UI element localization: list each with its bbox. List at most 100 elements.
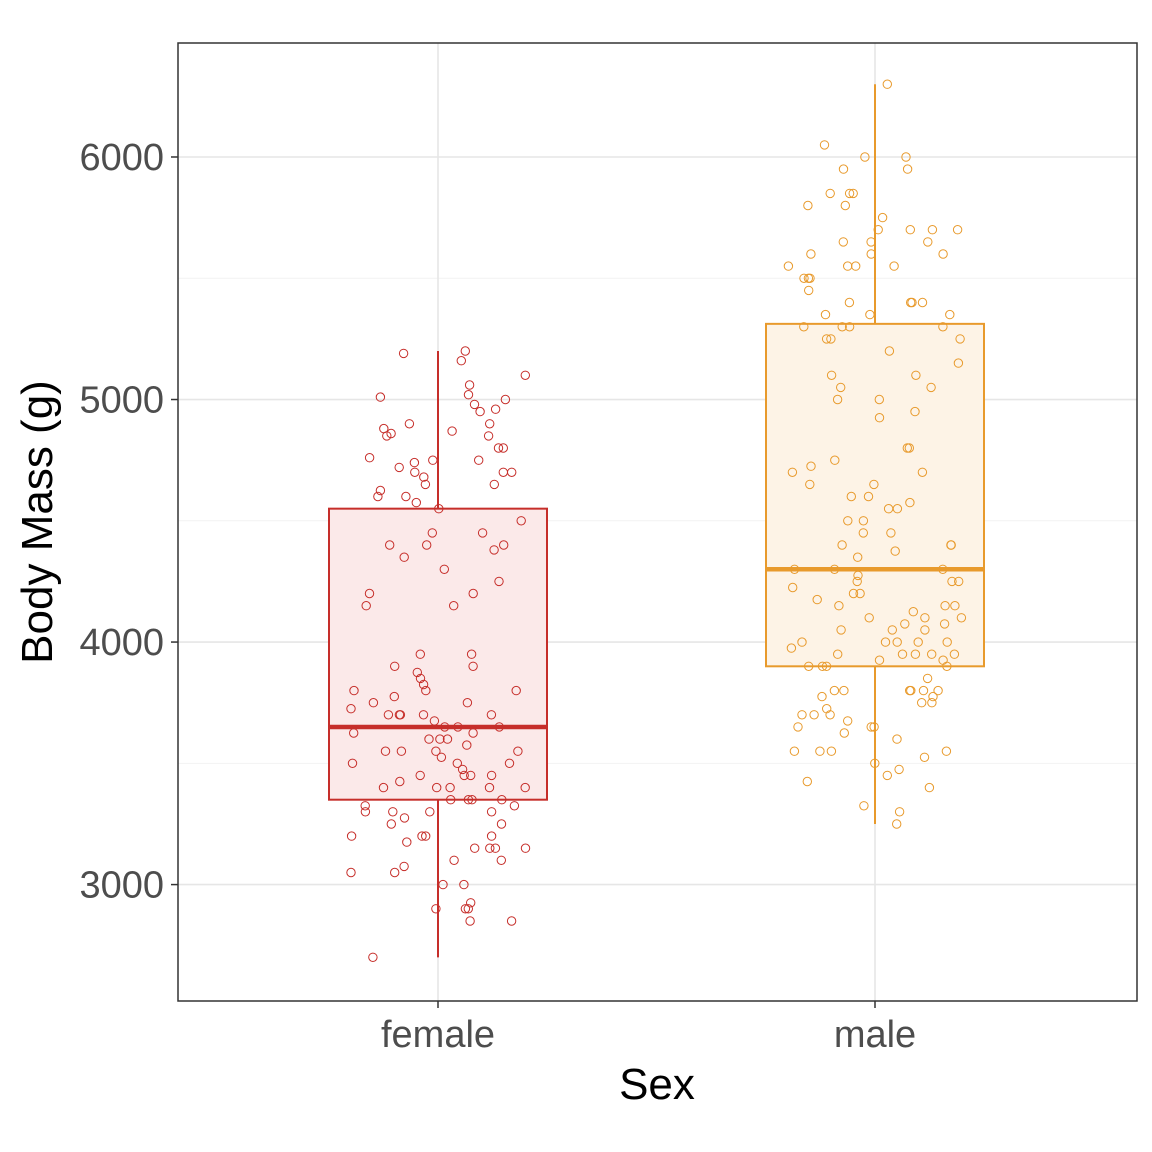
data-point-male <box>917 297 928 308</box>
data-point-male <box>946 540 956 550</box>
data-point-male <box>956 613 967 623</box>
data-point-male <box>941 746 952 756</box>
data-point-female <box>499 540 509 550</box>
data-point-male <box>874 413 885 423</box>
data-point-female <box>346 867 356 878</box>
data-point-female <box>436 752 447 762</box>
data-point-male <box>949 649 960 659</box>
data-point-female <box>382 431 392 441</box>
jittered-points <box>329 79 984 962</box>
data-point-male <box>787 467 798 477</box>
data-point-male <box>892 734 902 744</box>
data-point-female <box>395 776 405 787</box>
data-point-female <box>467 795 477 805</box>
data-point-female <box>412 667 422 678</box>
data-point-female <box>418 710 429 720</box>
data-point-female <box>375 485 386 496</box>
data-point-male <box>955 334 965 344</box>
data-point-female <box>415 673 426 684</box>
data-point-female <box>394 462 404 473</box>
y-axis-title: Body Mass (g) <box>13 380 62 664</box>
data-point-male <box>863 491 874 502</box>
data-point-female <box>361 601 371 611</box>
data-point-female <box>452 758 462 768</box>
data-point-male <box>938 249 948 259</box>
data-point-male <box>812 594 822 605</box>
x-tick-label: female <box>381 1014 495 1056</box>
data-point-female <box>466 649 477 659</box>
data-point-male <box>911 370 921 380</box>
panel-border <box>177 42 1138 1002</box>
data-point-female <box>389 691 399 702</box>
data-point-female <box>496 855 506 865</box>
data-point-female <box>373 491 383 502</box>
data-point-male <box>947 576 957 587</box>
data-point-female <box>459 770 469 781</box>
data-point-female <box>386 819 396 829</box>
data-point-female <box>390 867 400 878</box>
data-point-female <box>516 516 526 526</box>
data-point-female <box>456 356 466 366</box>
axis-ticks: 3000 4000 5000 6000 female male <box>79 137 916 1056</box>
data-point-male <box>920 625 930 635</box>
data-point-male <box>889 261 899 271</box>
data-point-male <box>887 625 897 635</box>
data-point-female <box>417 831 427 841</box>
data-point-female <box>360 807 371 817</box>
data-point-female <box>415 770 425 781</box>
data-point-female <box>475 406 485 417</box>
data-point-male <box>806 249 816 259</box>
data-point-female <box>419 472 429 482</box>
data-point-male <box>894 807 905 817</box>
y-tick-label: 4000 <box>79 622 164 664</box>
data-point-male <box>837 322 847 332</box>
data-point-female <box>460 346 470 356</box>
data-point-female <box>457 764 468 775</box>
data-point-male <box>905 497 915 508</box>
data-point-male <box>874 655 885 665</box>
data-point-male <box>832 394 843 405</box>
data-point-female <box>349 685 359 696</box>
data-point-female <box>460 904 471 914</box>
data-point-male <box>945 309 955 320</box>
data-point-female <box>484 782 495 793</box>
data-point-male <box>821 334 832 344</box>
data-point-female <box>493 443 504 453</box>
data-point-male <box>803 200 813 211</box>
data-point-female <box>422 540 432 550</box>
data-point-male <box>836 382 846 393</box>
data-point-female <box>477 528 488 538</box>
data-point-male <box>839 685 849 696</box>
data-point-female <box>449 855 459 865</box>
data-point-female <box>364 453 375 463</box>
data-point-female <box>489 479 499 490</box>
data-point-female <box>462 740 472 750</box>
data-point-male <box>877 212 888 223</box>
data-point-male <box>882 79 892 89</box>
data-point-male <box>927 649 937 659</box>
data-point-female <box>465 916 475 926</box>
data-point-male <box>910 649 921 659</box>
data-point-female <box>410 467 420 477</box>
data-point-male <box>902 164 913 174</box>
data-point-male <box>799 322 809 332</box>
data-point-male <box>923 237 933 247</box>
data-point-female <box>368 698 379 708</box>
data-point-male <box>882 770 892 781</box>
data-point-female <box>434 504 444 514</box>
data-point-female <box>463 904 473 914</box>
data-point-male <box>913 637 923 647</box>
data-point-male <box>809 710 819 720</box>
data-point-male <box>928 691 938 702</box>
data-point-male <box>839 728 849 738</box>
data-point-female <box>498 467 508 477</box>
data-point-male <box>953 358 964 368</box>
data-point-female <box>383 710 394 720</box>
data-point-male <box>906 685 916 696</box>
data-point-male <box>905 225 915 235</box>
data-point-male <box>883 504 894 514</box>
data-point-male <box>886 528 896 538</box>
data-point-male <box>844 188 855 199</box>
data-point-female <box>459 879 469 890</box>
data-point-male <box>942 661 952 671</box>
